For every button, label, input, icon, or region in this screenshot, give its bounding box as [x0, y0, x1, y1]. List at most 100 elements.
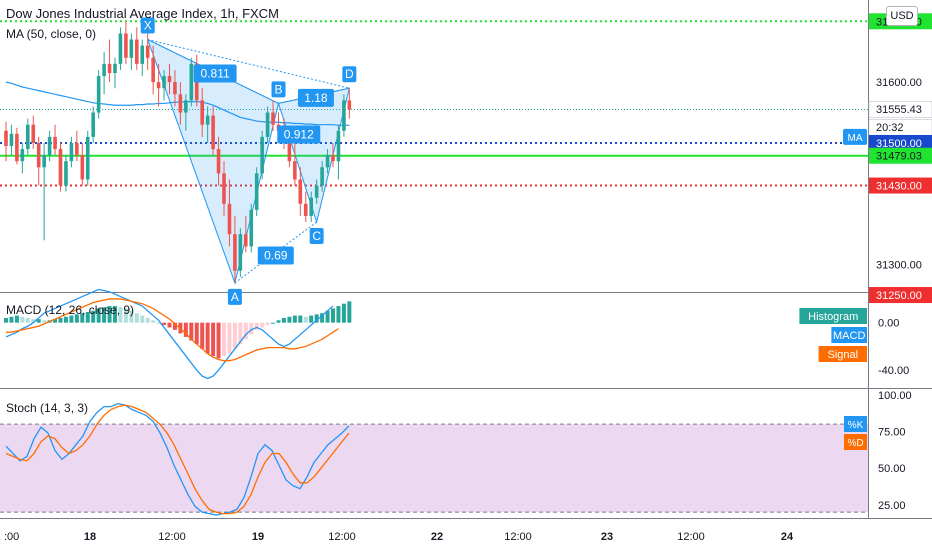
macd-histogram-bar: [227, 322, 232, 354]
price-badge-label: 31500.00: [876, 138, 922, 150]
candle-body: [265, 112, 270, 137]
macd-histogram-bar: [140, 315, 145, 323]
candle-body: [184, 100, 188, 113]
candle-body: [303, 203, 308, 216]
macd-histogram-bar: [200, 322, 205, 349]
macd-histogram-bar: [292, 315, 297, 323]
macd-histogram-bar: [205, 322, 210, 354]
candle-body: [47, 136, 52, 156]
candle-body: [211, 115, 215, 150]
ma-indicator-title[interactable]: MA (50, close, 0): [6, 27, 97, 41]
candle-body: [238, 234, 243, 271]
time-tick-label: 23: [601, 531, 613, 543]
candle-body: [80, 155, 85, 180]
pattern-ratio-badge: [257, 246, 294, 265]
stoch-indicator-title[interactable]: Stoch (14, 3, 3): [6, 401, 89, 415]
macd-histogram-bar: [53, 319, 58, 323]
pattern-ratio-line: [147, 39, 350, 89]
currency-button[interactable]: USD: [886, 6, 918, 26]
candle-body: [113, 63, 117, 73]
candle-body: [75, 142, 79, 156]
macd-histogram-bar: [216, 322, 221, 359]
candle-body: [31, 124, 36, 143]
candle-body: [124, 33, 128, 58]
ma-line: [5, 81, 350, 126]
macd-histogram-bar: [96, 308, 101, 323]
macd-histogram-bar: [211, 322, 216, 356]
pattern-point-badge: [140, 17, 155, 34]
macd-histogram-bar: [123, 308, 128, 323]
time-tick-label: 19: [252, 531, 264, 543]
candle-body: [260, 136, 264, 174]
price-tick-label: 31600.00: [876, 77, 922, 89]
macd-histogram-bar: [69, 315, 74, 323]
macd-histogram-bar: [145, 317, 150, 323]
price-badge-label: 20:32: [876, 122, 904, 134]
stoch-legend-badge: [844, 434, 867, 450]
time-tick-label: 12:00: [504, 531, 532, 543]
candle-body: [298, 179, 303, 204]
candle-body: [331, 155, 335, 162]
candle-body: [205, 115, 210, 125]
candle-body: [107, 63, 112, 73]
macd-histogram-bar: [298, 315, 303, 323]
time-tick-label: 12:00: [328, 531, 356, 543]
price-badge: [869, 287, 932, 304]
macd-histogram-bar: [118, 307, 123, 323]
candle-body: [189, 63, 194, 101]
candle-body: [140, 45, 145, 64]
macd-histogram-bar: [156, 322, 161, 324]
macd-histogram-bar: [107, 306, 112, 323]
macd-histogram-bar: [194, 322, 199, 345]
price-badge-label: 31250.00: [876, 290, 922, 302]
candle-body: [200, 100, 204, 125]
macd-histogram-bar: [129, 310, 134, 323]
pattern-point-badge: [227, 288, 242, 305]
candle-body: [102, 63, 106, 77]
macd-histogram-bar: [260, 322, 265, 328]
macd-histogram-bar: [85, 312, 90, 323]
pattern-ratio-label: 0.811: [201, 66, 230, 80]
macd-histogram-bar: [314, 314, 319, 323]
time-tick-label: :00: [4, 531, 19, 543]
macd-histogram-bar: [243, 322, 248, 340]
stoch-tick-label: 100.00: [878, 390, 912, 402]
candle-body: [167, 76, 172, 83]
macd-tick-label: 0.00: [878, 318, 899, 330]
price-badge-label: 31479.03: [876, 151, 922, 163]
macd-histogram-bar: [325, 310, 330, 323]
pattern-ratio-label: 0.69: [264, 248, 288, 262]
macd-histogram-bar: [63, 316, 68, 323]
stoch-legend-badge: [844, 416, 867, 432]
macd-histogram-bar: [232, 322, 237, 349]
chart-title: Dow Jones Industrial Average Index, 1h, …: [6, 6, 279, 21]
macd-histogram-bar: [80, 313, 85, 323]
macd-histogram-bar: [320, 313, 325, 323]
time-tick-label: 12:00: [677, 531, 705, 543]
macd-histogram-bar: [238, 322, 243, 345]
candle-body: [347, 100, 352, 110]
macd-histogram-bar: [25, 317, 30, 323]
macd-legend-label: MACD: [833, 330, 865, 342]
candle-body: [178, 94, 183, 113]
macd-indicator-title[interactable]: MACD (12, 26, close, 9): [6, 303, 135, 317]
pattern-point-label: X: [144, 19, 152, 33]
macd-histogram-bar: [20, 316, 25, 323]
macd-histogram-bar: [347, 301, 352, 323]
macd-histogram-bar: [254, 322, 259, 330]
stoch-tick-label: 25.00: [878, 500, 906, 512]
macd-histogram-bar: [91, 310, 96, 323]
stoch-band: [0, 424, 868, 513]
macd-histogram-bar: [341, 303, 346, 323]
pattern-point-label: A: [231, 290, 239, 304]
time-tick-label: 12:00: [158, 531, 186, 543]
macd-histogram-bar: [303, 316, 308, 323]
candle-body: [91, 112, 95, 137]
candle-body: [287, 142, 292, 162]
candle-body: [9, 133, 14, 146]
stoch-legend-label: %D: [847, 438, 863, 449]
candle-body: [58, 149, 63, 186]
stoch-tick-label: 75.00: [878, 427, 906, 439]
pattern-point-label: D: [345, 67, 354, 81]
